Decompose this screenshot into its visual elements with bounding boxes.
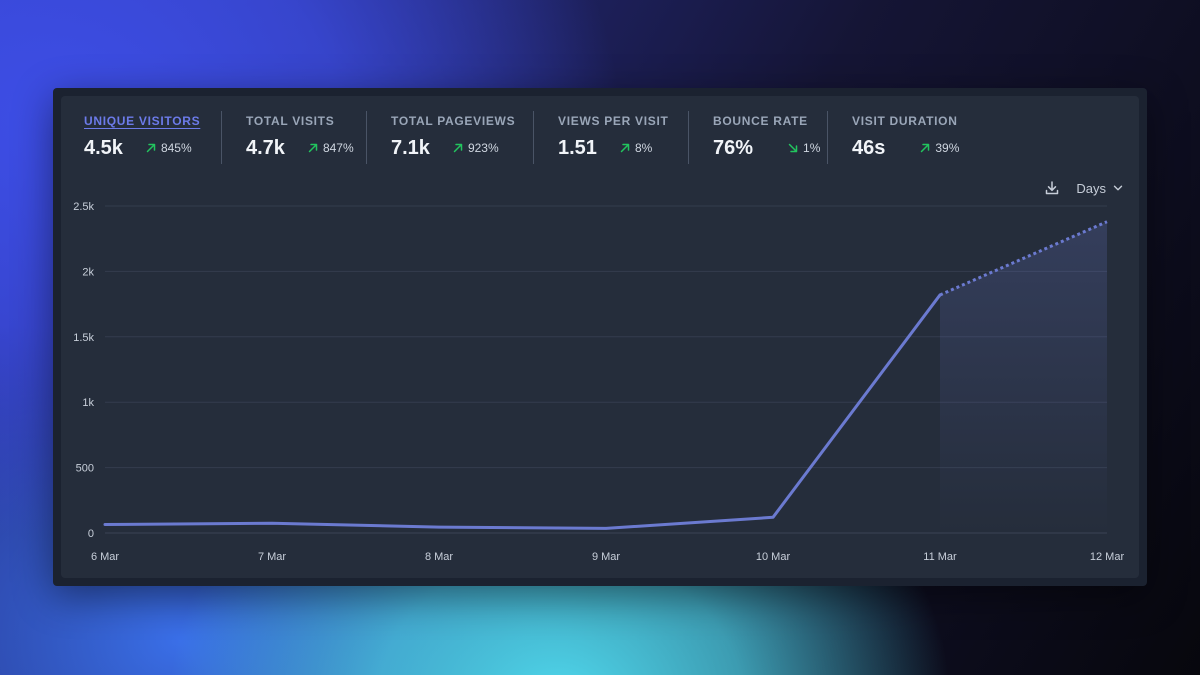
stat-label: BOUNCE RATE <box>713 114 808 128</box>
arrow-up-right-icon <box>921 143 930 153</box>
stat-change: 8% <box>619 141 652 155</box>
stat-value: 1.51 <box>558 137 597 159</box>
graph-controls: Days <box>1044 180 1123 196</box>
y-tick-label: 1.5k <box>73 332 94 344</box>
stat-change: 1% <box>787 141 820 155</box>
arrow-up-right-icon <box>146 143 156 153</box>
x-tick-label: 6 Mar <box>91 551 119 563</box>
stat-divider <box>827 111 828 164</box>
stat-change: 923% <box>452 141 499 155</box>
series-line <box>103 293 942 530</box>
y-tick-label: 0 <box>88 528 94 540</box>
x-tick-label: 9 Mar <box>592 551 620 563</box>
x-tick-label: 7 Mar <box>258 551 286 563</box>
stat-change-value: 1% <box>803 141 821 155</box>
stat-value: 4.7k <box>246 137 285 159</box>
arrow-up-right-icon <box>308 143 318 153</box>
stat-bounce-rate[interactable]: BOUNCE RATE 76% 1% <box>713 114 820 160</box>
series-area <box>940 221 1107 534</box>
chevron-down-icon <box>1113 185 1123 191</box>
y-tick-label: 2k <box>82 266 94 278</box>
y-tick-label: 2.5k <box>73 201 94 213</box>
stat-total-visits[interactable]: TOTAL VISITS 4.7k 847% <box>246 114 354 160</box>
stat-unique-visitors[interactable]: UNIQUE VISITORS 4.5k 845% <box>84 114 200 160</box>
stat-change: 845% <box>145 141 192 155</box>
stat-value: 46s <box>852 137 886 159</box>
stat-change-value: 8% <box>634 141 653 155</box>
stat-change-value: 847% <box>322 141 354 155</box>
stat-total-pageviews[interactable]: TOTAL PAGEVIEWS 7.1k 923% <box>391 114 515 160</box>
x-tick-label: 10 Mar <box>756 551 791 563</box>
stat-divider <box>533 111 534 164</box>
stat-label: VIEWS PER VISIT <box>558 114 669 128</box>
stat-change: 847% <box>307 141 354 155</box>
x-tick-label: 8 Mar <box>425 551 453 563</box>
top-stats-bar: UNIQUE VISITORS 4.5k 845% TOTAL VISITS 4.7k 8… <box>61 96 1139 176</box>
stat-views-per-visit[interactable]: VIEWS PER VISIT 1.51 8% <box>558 114 669 160</box>
arrow-up-right-icon <box>453 143 463 153</box>
stat-divider <box>688 111 689 164</box>
stat-change-value: 923% <box>467 141 499 155</box>
interval-label: Days <box>1076 180 1106 196</box>
stat-value: 7.1k <box>391 137 430 159</box>
stat-visit-duration[interactable]: VISIT DURATION 46s 39% <box>852 114 959 160</box>
visitors-graph-card: UNIQUE VISITORS 4.5k 845% TOTAL VISITS 4.7k 8… <box>61 96 1139 578</box>
stat-divider <box>366 111 367 164</box>
arrow-up-right-icon <box>620 143 630 153</box>
stat-label: TOTAL VISITS <box>246 114 335 128</box>
y-tick-label: 500 <box>76 463 94 475</box>
stat-value: 4.5k <box>84 137 123 159</box>
stat-label: UNIQUE VISITORS <box>84 114 201 128</box>
download-icon[interactable] <box>1044 180 1060 196</box>
stat-label: TOTAL PAGEVIEWS <box>391 114 516 128</box>
stat-label: VISIT DURATION <box>852 114 958 128</box>
stat-divider <box>221 111 222 164</box>
arrow-down-right-icon <box>788 143 798 153</box>
dashboard-frame: UNIQUE VISITORS 4.5k 845% TOTAL VISITS 4.7k 8… <box>53 88 1147 586</box>
visitors-line-chart: 0 500 1k 1.5k 2k 2.5k 6 Mar 7 Mar 8 Mar 9 Mar 10 M… <box>73 201 1125 563</box>
x-tick-label: 11 Mar <box>923 551 957 563</box>
stat-value: 76% <box>713 137 754 159</box>
stat-change-value: 39% <box>935 141 960 155</box>
x-tick-label: 12 Mar <box>1090 551 1125 563</box>
interval-picker[interactable]: Days <box>1076 181 1123 196</box>
series-line-incomplete <box>939 220 1108 297</box>
stat-change-value: 845% <box>160 141 192 155</box>
y-tick-label: 1k <box>82 397 94 409</box>
stat-change: 39% <box>919 141 959 155</box>
